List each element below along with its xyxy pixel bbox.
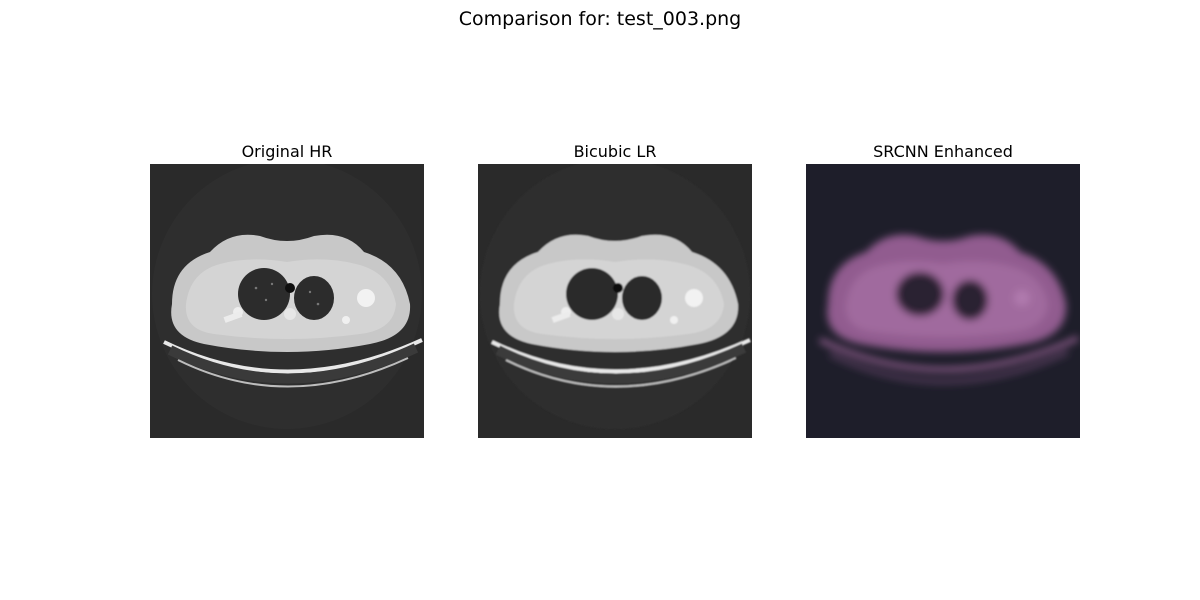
panel-srcnn-enhanced: SRCNN Enhanced [806,142,1080,438]
panel-title-bicubic-lr: Bicubic LR [573,142,657,161]
panel-bicubic-lr: Bicubic LR [478,142,752,438]
panel-original-hr: Original HR [150,142,424,438]
figure-title: Comparison for: test_003.png [458,8,742,30]
ct-image-bicubic-lr [478,164,752,438]
panel-title-srcnn-enhanced: SRCNN Enhanced [873,142,1013,161]
panel-title-original-hr: Original HR [241,142,333,161]
ct-image-srcnn-enhanced [806,164,1080,438]
ct-image-original-hr [150,164,424,438]
